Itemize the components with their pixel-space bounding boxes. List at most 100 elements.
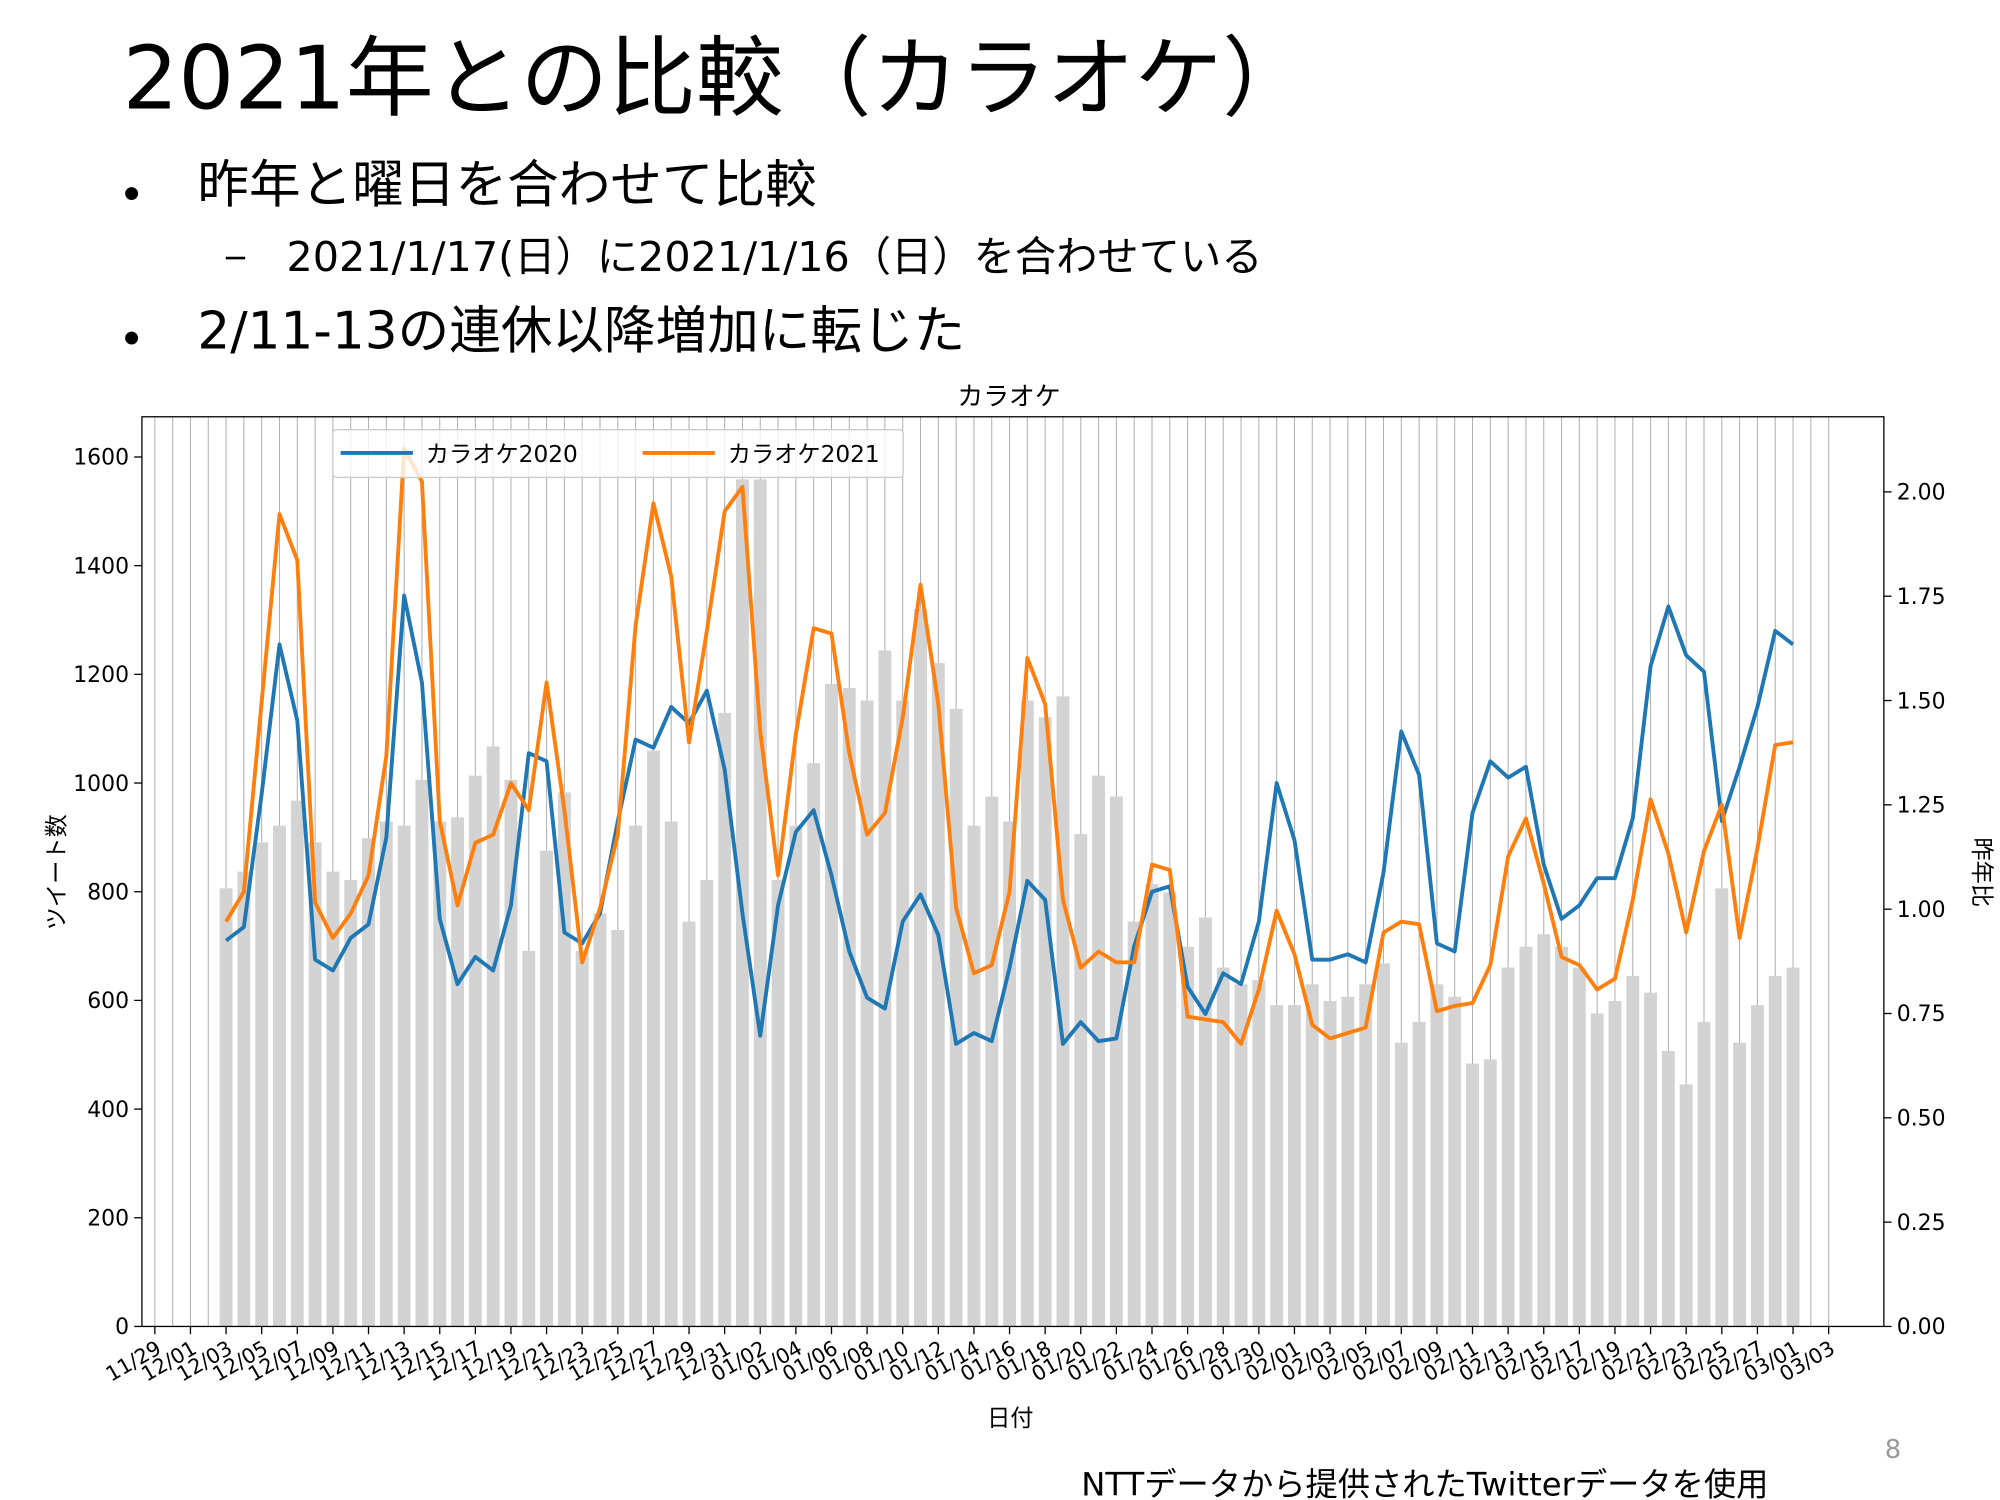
bar (1359, 984, 1373, 1327)
plot-frame (141, 416, 1885, 1328)
bar (967, 825, 981, 1327)
bar (468, 775, 482, 1327)
plot: 0 200 400 600 800 1000 1200 1400 1600 0.00 0.25 0.5… (73, 416, 1946, 1386)
bar (1679, 1084, 1693, 1327)
chart-title: カラオケ (957, 382, 1060, 412)
bar (575, 950, 589, 1327)
y-tick-label: 200 (87, 1207, 129, 1232)
bar (1537, 934, 1551, 1327)
bar (860, 700, 874, 1327)
bar (896, 700, 910, 1327)
bar (1341, 996, 1355, 1327)
bar (1127, 921, 1141, 1327)
legend-label: カラオケ2021 (728, 441, 880, 468)
y2-tick-label: 1.75 (1897, 585, 1946, 610)
bar (1020, 700, 1034, 1327)
bar (344, 879, 358, 1327)
bar (931, 662, 945, 1327)
y2-tick-label: 0.50 (1897, 1107, 1946, 1132)
bar (1697, 1021, 1711, 1327)
bar (1661, 1051, 1675, 1327)
footer: NTTデータから提供されたTwitterデータを使用 (1081, 1465, 1768, 1500)
bar (629, 825, 643, 1327)
bar (1644, 992, 1658, 1327)
bar (1234, 984, 1248, 1327)
bar (1305, 984, 1319, 1327)
line (224, 593, 1795, 1046)
y2-tick-label: 1.25 (1897, 794, 1946, 819)
bar (825, 683, 838, 1327)
bar (1466, 1063, 1479, 1327)
bar (1145, 884, 1159, 1327)
bullet-dot (125, 187, 139, 200)
bullet-dot (125, 331, 139, 345)
y-tick-label: 1400 (73, 554, 129, 579)
y-tick-label: 1600 (73, 446, 129, 471)
bar (1198, 917, 1212, 1327)
bar (1377, 963, 1390, 1327)
y-tick-label: 400 (87, 1098, 129, 1123)
bar (1448, 996, 1462, 1327)
bar (682, 921, 696, 1327)
bar (1216, 967, 1230, 1327)
y-tick-label: 0 (115, 1315, 129, 1340)
bar (1288, 1005, 1301, 1327)
bar (1394, 1042, 1408, 1327)
bar (433, 821, 447, 1327)
bar (1430, 984, 1444, 1327)
bullet: 2/11-13の連休以降増加に転じた (197, 301, 965, 361)
bar (1483, 1059, 1497, 1327)
bar (914, 608, 927, 1327)
bar (1412, 1021, 1426, 1327)
bar (1038, 717, 1052, 1327)
y-tick-label: 1000 (73, 772, 129, 797)
bar (290, 800, 304, 1327)
bar (1715, 888, 1729, 1327)
bar (1252, 980, 1266, 1327)
bar (664, 821, 678, 1327)
y-tick-label: 1200 (73, 663, 129, 688)
bar (1163, 892, 1177, 1327)
x-axis-label: 日付 (987, 1405, 1033, 1432)
bar (1750, 1005, 1764, 1327)
line (224, 446, 1794, 1046)
page-number: 8 (1885, 1435, 1901, 1465)
bar (1626, 975, 1640, 1327)
bar (557, 792, 571, 1327)
bar (646, 750, 660, 1327)
bar (522, 950, 536, 1327)
sub-bullet: 2021/1/17(日）に2021/1/16（日）を合わせている (286, 233, 1262, 281)
bar (273, 825, 286, 1327)
bar (1519, 946, 1533, 1327)
bar (771, 879, 785, 1327)
bar (1323, 1000, 1337, 1327)
legend-label: カラオケ2020 (426, 441, 578, 468)
y2-axis-label: 昨年比 (1968, 837, 1995, 907)
y-axis-label: ツイート数 (44, 814, 71, 930)
bar (415, 779, 429, 1327)
y2-tick-label: 1.00 (1897, 898, 1946, 923)
bar (397, 825, 411, 1327)
bar (1590, 1013, 1604, 1327)
bullet: 昨年と曜日を合わせて比較 (197, 156, 816, 216)
bar (255, 842, 269, 1327)
bar (985, 796, 999, 1327)
bar (842, 688, 856, 1327)
bar (807, 763, 821, 1327)
bar (753, 479, 767, 1327)
bar (219, 888, 233, 1327)
bar (611, 930, 625, 1327)
bar (700, 879, 714, 1327)
slide-title: 2021年との比較（カラオケ） (123, 27, 1310, 129)
bar (1501, 967, 1515, 1327)
y-tick-label: 600 (87, 989, 129, 1014)
bar (379, 821, 393, 1327)
bar (486, 746, 500, 1327)
bar (1733, 1042, 1747, 1327)
y2-tick-label: 2.00 (1897, 481, 1946, 506)
bar (237, 871, 251, 1327)
bar (540, 850, 554, 1327)
bar (1074, 834, 1088, 1327)
y2-tick-label: 0.75 (1897, 1002, 1946, 1027)
bar (1109, 796, 1123, 1327)
